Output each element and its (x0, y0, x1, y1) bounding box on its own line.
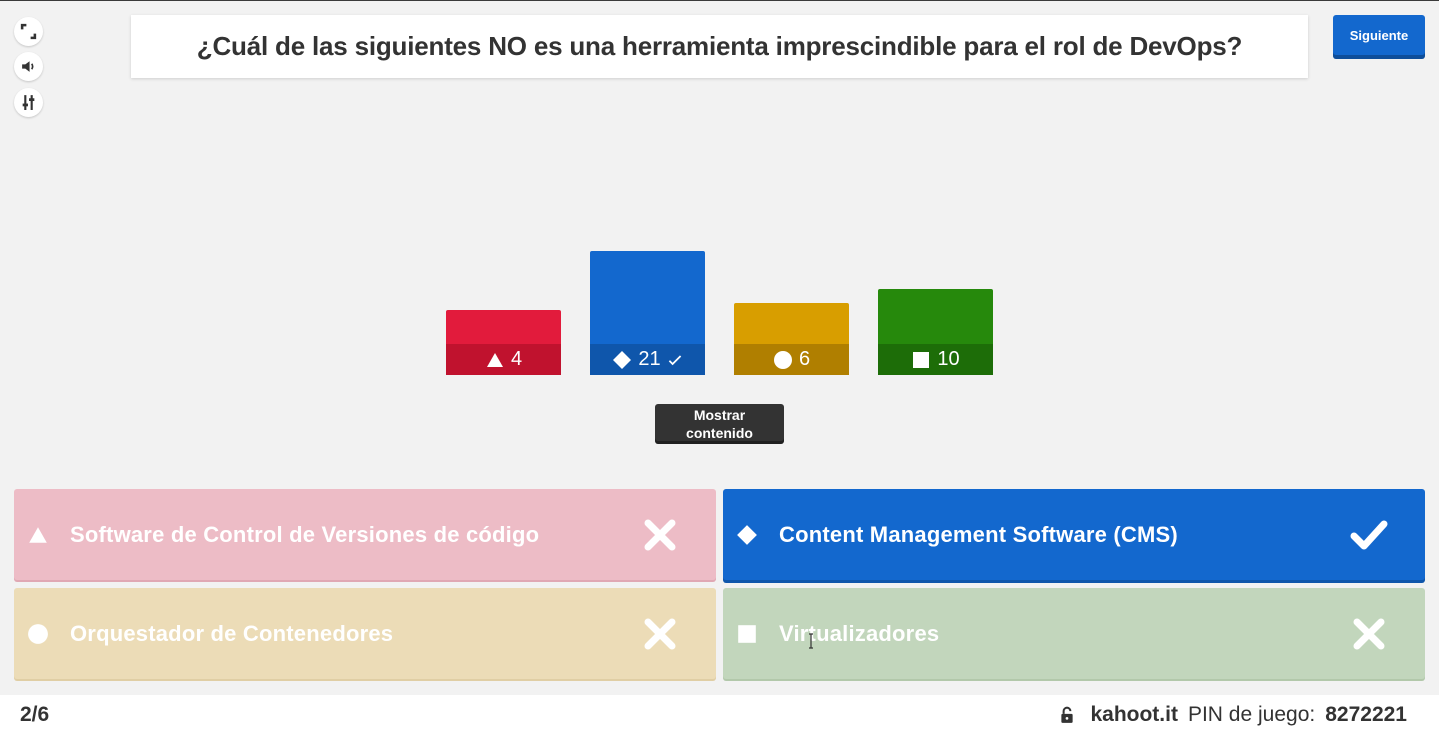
bar-value: 4 (510, 348, 523, 370)
pin-label: PIN de juego: (1187, 702, 1316, 726)
bar-value: 6 (798, 348, 811, 370)
check-icon (668, 354, 681, 365)
question-text: ¿Cuál de las siguientes NO es una herram… (196, 31, 1243, 61)
fullscreen-button[interactable] (14, 17, 43, 46)
answer-text: Virtualizadores (779, 620, 940, 646)
game-pin-info: kahoot.it PIN de juego: 8272221 (1058, 703, 1407, 727)
answer-diamond: Content Management Software (CMS) (723, 489, 1425, 580)
answer-text: Content Management Software (CMS) (779, 521, 1178, 547)
results-chart: 4 21 6 10 (446, 160, 1006, 375)
circle-icon (28, 623, 48, 644)
diamond-icon (737, 524, 757, 545)
bar-label-diamond: 21 (590, 344, 705, 375)
square-icon (738, 624, 756, 643)
check-icon (1350, 520, 1388, 549)
bar-label-triangle: 4 (446, 344, 561, 375)
answer-triangle: Software de Control de Versiones de códi… (14, 489, 716, 580)
question-counter: 2/6 (20, 702, 50, 726)
circle-icon (773, 350, 792, 369)
pin-value: 8272221 (1325, 702, 1407, 726)
volume-button[interactable] (14, 52, 43, 81)
site-name: kahoot.it (1090, 702, 1178, 726)
volume-icon (22, 61, 34, 72)
top-border (0, 0, 1439, 1)
diamond-icon (613, 350, 632, 369)
triangle-icon (29, 526, 47, 543)
fullscreen-icon (20, 23, 37, 40)
cross-icon (644, 519, 676, 550)
question-title: ¿Cuál de las siguientes NO es una herram… (131, 15, 1308, 78)
unlock-icon[interactable] (1058, 706, 1076, 724)
bar-value: 21 (638, 348, 661, 370)
bar-circle: 6 (734, 303, 849, 375)
answer-text: Software de Control de Versiones de códi… (70, 521, 540, 547)
cross-icon (644, 618, 676, 649)
footer-bar: 2/6 kahoot.it PIN de juego: 8272221 (0, 695, 1439, 734)
bar-label-square: 10 (878, 344, 993, 375)
show-content-button[interactable]: Mostrar contenido (655, 404, 784, 444)
answer-circle: Orquestador de Contenedores (14, 588, 716, 679)
bar-diamond: 21 (590, 251, 705, 375)
show-content-line1: Mostrar (693, 407, 746, 423)
next-button[interactable]: Siguiente (1333, 15, 1425, 59)
bar-value: 10 (937, 348, 960, 370)
settings-button[interactable] (14, 88, 43, 117)
answer-square: Virtualizadores (723, 588, 1425, 679)
settings-sliders-icon (22, 95, 35, 110)
cross-icon (1353, 618, 1385, 649)
square-icon (913, 351, 930, 368)
bar-label-circle: 6 (734, 344, 849, 375)
bar-triangle: 4 (446, 310, 561, 375)
triangle-icon (486, 352, 503, 367)
show-content-line2: contenido (686, 425, 753, 441)
answer-text: Orquestador de Contenedores (70, 620, 394, 646)
bar-square: 10 (878, 289, 993, 375)
text-cursor-icon (809, 633, 813, 649)
